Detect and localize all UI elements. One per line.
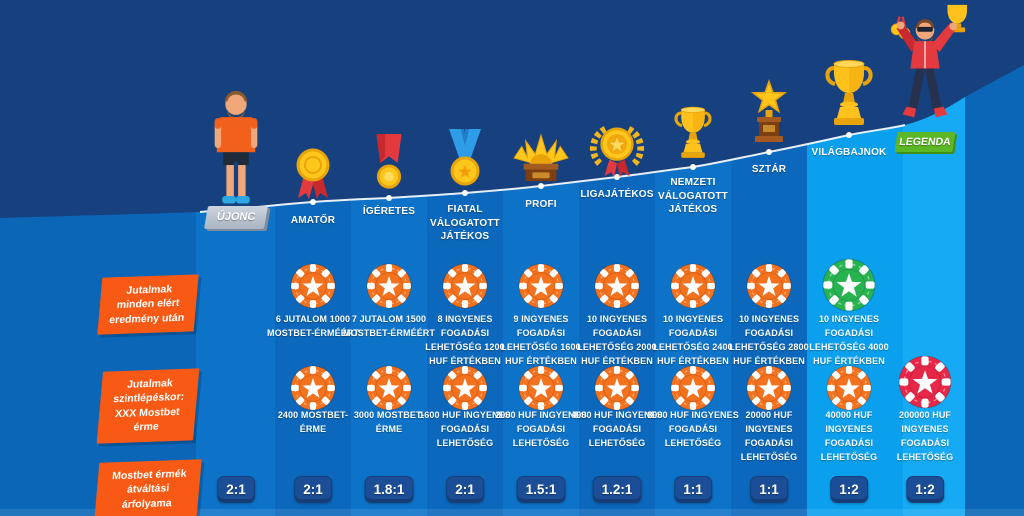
exchange-rate-badge: 1:1: [674, 476, 712, 503]
exchange-rate-badge: 2:1: [217, 476, 255, 503]
reward-per-result-text: 10 INGYENES FOGADÁSI LEHETŐSÉG 2800 HUF …: [729, 314, 809, 366]
poker-chip-icon: [594, 365, 640, 411]
reward-per-result-text: 10 INGYENES FOGADÁSI LEHETŐSÉG 2400 HUF …: [653, 314, 733, 366]
reward-per-result-text: 9 INGYENES FOGADÁSI LEHETŐSÉG 1600 HUF É…: [501, 314, 581, 366]
column-sztar: SZTÁR 10 INGYENES FOGADÁSI LEHETŐSÉG 280…: [723, 0, 815, 516]
poker-chip-icon: [898, 355, 952, 409]
poker-chip-icon: [442, 263, 488, 309]
column-vilagbajnok: VILÁGBAJNOK 10 INGYENES FOGADÁSI LEHETŐS…: [803, 0, 895, 516]
reward-levelup-text: 200000 HUF INGYENES FOGADÁSI LEHETŐSÉG: [896, 410, 954, 462]
poker-chip-icon: [442, 365, 488, 411]
row-label-rewards-per-result: Jutalmak minden elért eredmény után: [97, 274, 199, 336]
reward-levelup-text: 4000 HUF INGYENES FOGADÁSI LEHETŐSÉG: [571, 410, 663, 448]
exchange-rate-badge: 2:1: [294, 476, 332, 503]
poker-chip-icon: [366, 263, 412, 309]
red-ribbon-medal-icon: [374, 132, 404, 189]
poker-chip-icon: [518, 365, 564, 411]
reward-levelup-text: 3000 MOSTBET-ÉRME: [353, 410, 425, 434]
exchange-rate-badge: 1.2:1: [592, 476, 642, 503]
newbie-character-icon: [214, 90, 258, 204]
star-trophy-icon: [747, 81, 791, 145]
reward-per-result-text: 7 JUTALOM 1500 MOSTBET-ÉRMÉÉRT: [343, 314, 436, 338]
column-legenda: LEGENDA 200000 HUF INGYENES FOGADÁSI LEH…: [879, 0, 971, 516]
reward-per-result-text: 10 INGYENES FOGADÁSI LEHETŐSÉG 4000 HUF …: [809, 314, 889, 366]
reward-levelup-text: 20000 HUF INGYENES FOGADÁSI LEHETŐSÉG: [740, 410, 798, 462]
rank-label: AMATŐR: [290, 215, 336, 226]
rank-label: VILÁGBAJNOK: [811, 147, 887, 158]
poker-chip-icon: [670, 263, 716, 309]
column-nemzeti-valogatott-jatekos: NEMZETI VÁLOGATOTT JÁTÉKOS 10 INGYENES F…: [647, 0, 739, 516]
exchange-rate-badge: 1:1: [750, 476, 788, 503]
rank-label: ÍGÉRETES: [362, 206, 416, 217]
reward-levelup-text: 8000 HUF INGYENES FOGADÁSI LEHETŐSÉG: [647, 410, 739, 448]
poker-chip-icon: [518, 263, 564, 309]
legend-character-icon: [890, 3, 969, 119]
rank-label-plate: LEGENDA: [894, 132, 956, 152]
column-fiatal-valogatott-jatekos: FIATAL VÁLOGATOTT JÁTÉKOS 8 INGYENES FOG…: [419, 0, 511, 516]
row-label-exchange-rate: Mostbet érmék átváltási árfolyama: [94, 459, 202, 516]
reward-levelup-text: 40000 HUF INGYENES FOGADÁSI LEHETŐSÉG: [820, 410, 878, 462]
poker-chip-icon: [290, 365, 336, 411]
rank-label: FIATAL VÁLOGATOTT JÁTÉKOS: [430, 204, 500, 242]
poker-chip-icon: [822, 258, 876, 312]
exchange-rate-badge: 1.8:1: [364, 476, 414, 503]
champion-cup-icon: [825, 58, 873, 127]
reward-levelup-text: 2000 HUF INGYENES FOGADÁSI LEHETŐSÉG: [495, 410, 587, 448]
column-igeretes: ÍGÉRETES 7 JUTALOM 1500 MOSTBET-ÉRMÉÉRT …: [343, 0, 435, 516]
column-amator: AMATŐR 6 JUTALOM 1000 MOSTBET-ÉRMÉÉRT 24…: [267, 0, 359, 516]
rank-label: LIGAJÁTÉKOS: [580, 189, 654, 200]
reward-per-result-text: 10 INGYENES FOGADÁSI LEHETŐSÉG 2000 HUF …: [577, 314, 657, 366]
blue-ribbon-medal-icon: [443, 129, 487, 187]
reward-levelup-text: 2400 MOSTBET-ÉRME: [277, 410, 349, 434]
exchange-rate-badge: 1.5:1: [516, 476, 566, 503]
rank-label: NEMZETI VÁLOGATOTT JÁTÉKOS: [658, 177, 728, 215]
row-label-rewards-levelup: Jutalmak szintlépéskor: XXX Mostbet érme: [96, 368, 200, 444]
exchange-rate-badge: 1:2: [830, 476, 868, 503]
reward-per-result-text: 6 JUTALOM 1000 MOSTBET-ÉRMÉÉRT: [267, 314, 360, 338]
rank-label-plate: ÚJONC: [203, 206, 269, 229]
progress-curve: [199, 124, 906, 213]
sunburst-trophy-icon: [513, 134, 569, 182]
exchange-rate-badge: 1:2: [906, 476, 944, 503]
reward-levelup-text: 1600 HUF INGYENES FOGADÁSI LEHETŐSÉG: [419, 410, 511, 448]
poker-chip-icon: [746, 263, 792, 309]
reward-per-result-text: 8 INGYENES FOGADÁSI LEHETŐSÉG 1200 HUF É…: [425, 314, 505, 366]
poker-chip-icon: [826, 365, 872, 411]
trophy-cup-icon: [674, 105, 712, 160]
rosette-medal-icon: [296, 148, 330, 201]
rank-label: SZTÁR: [751, 164, 787, 175]
column-profi: PROFI 9 INGYENES FOGADÁSI LEHETŐSÉG 1600…: [495, 0, 587, 516]
exchange-rate-badge: 2:1: [446, 476, 484, 503]
column-ujonc: ÚJONC 2:1: [190, 0, 282, 516]
rank-label: PROFI: [525, 199, 557, 210]
poker-chip-icon: [366, 365, 412, 411]
poker-chip-icon: [594, 263, 640, 309]
column-ligajatekos: LIGAJÁTÉKOS 10 INGYENES FOGADÁSI LEHETŐS…: [571, 0, 663, 516]
laurel-medal-icon: [590, 119, 644, 179]
poker-chip-icon: [670, 365, 716, 411]
poker-chip-icon: [290, 263, 336, 309]
poker-chip-icon: [746, 365, 792, 411]
